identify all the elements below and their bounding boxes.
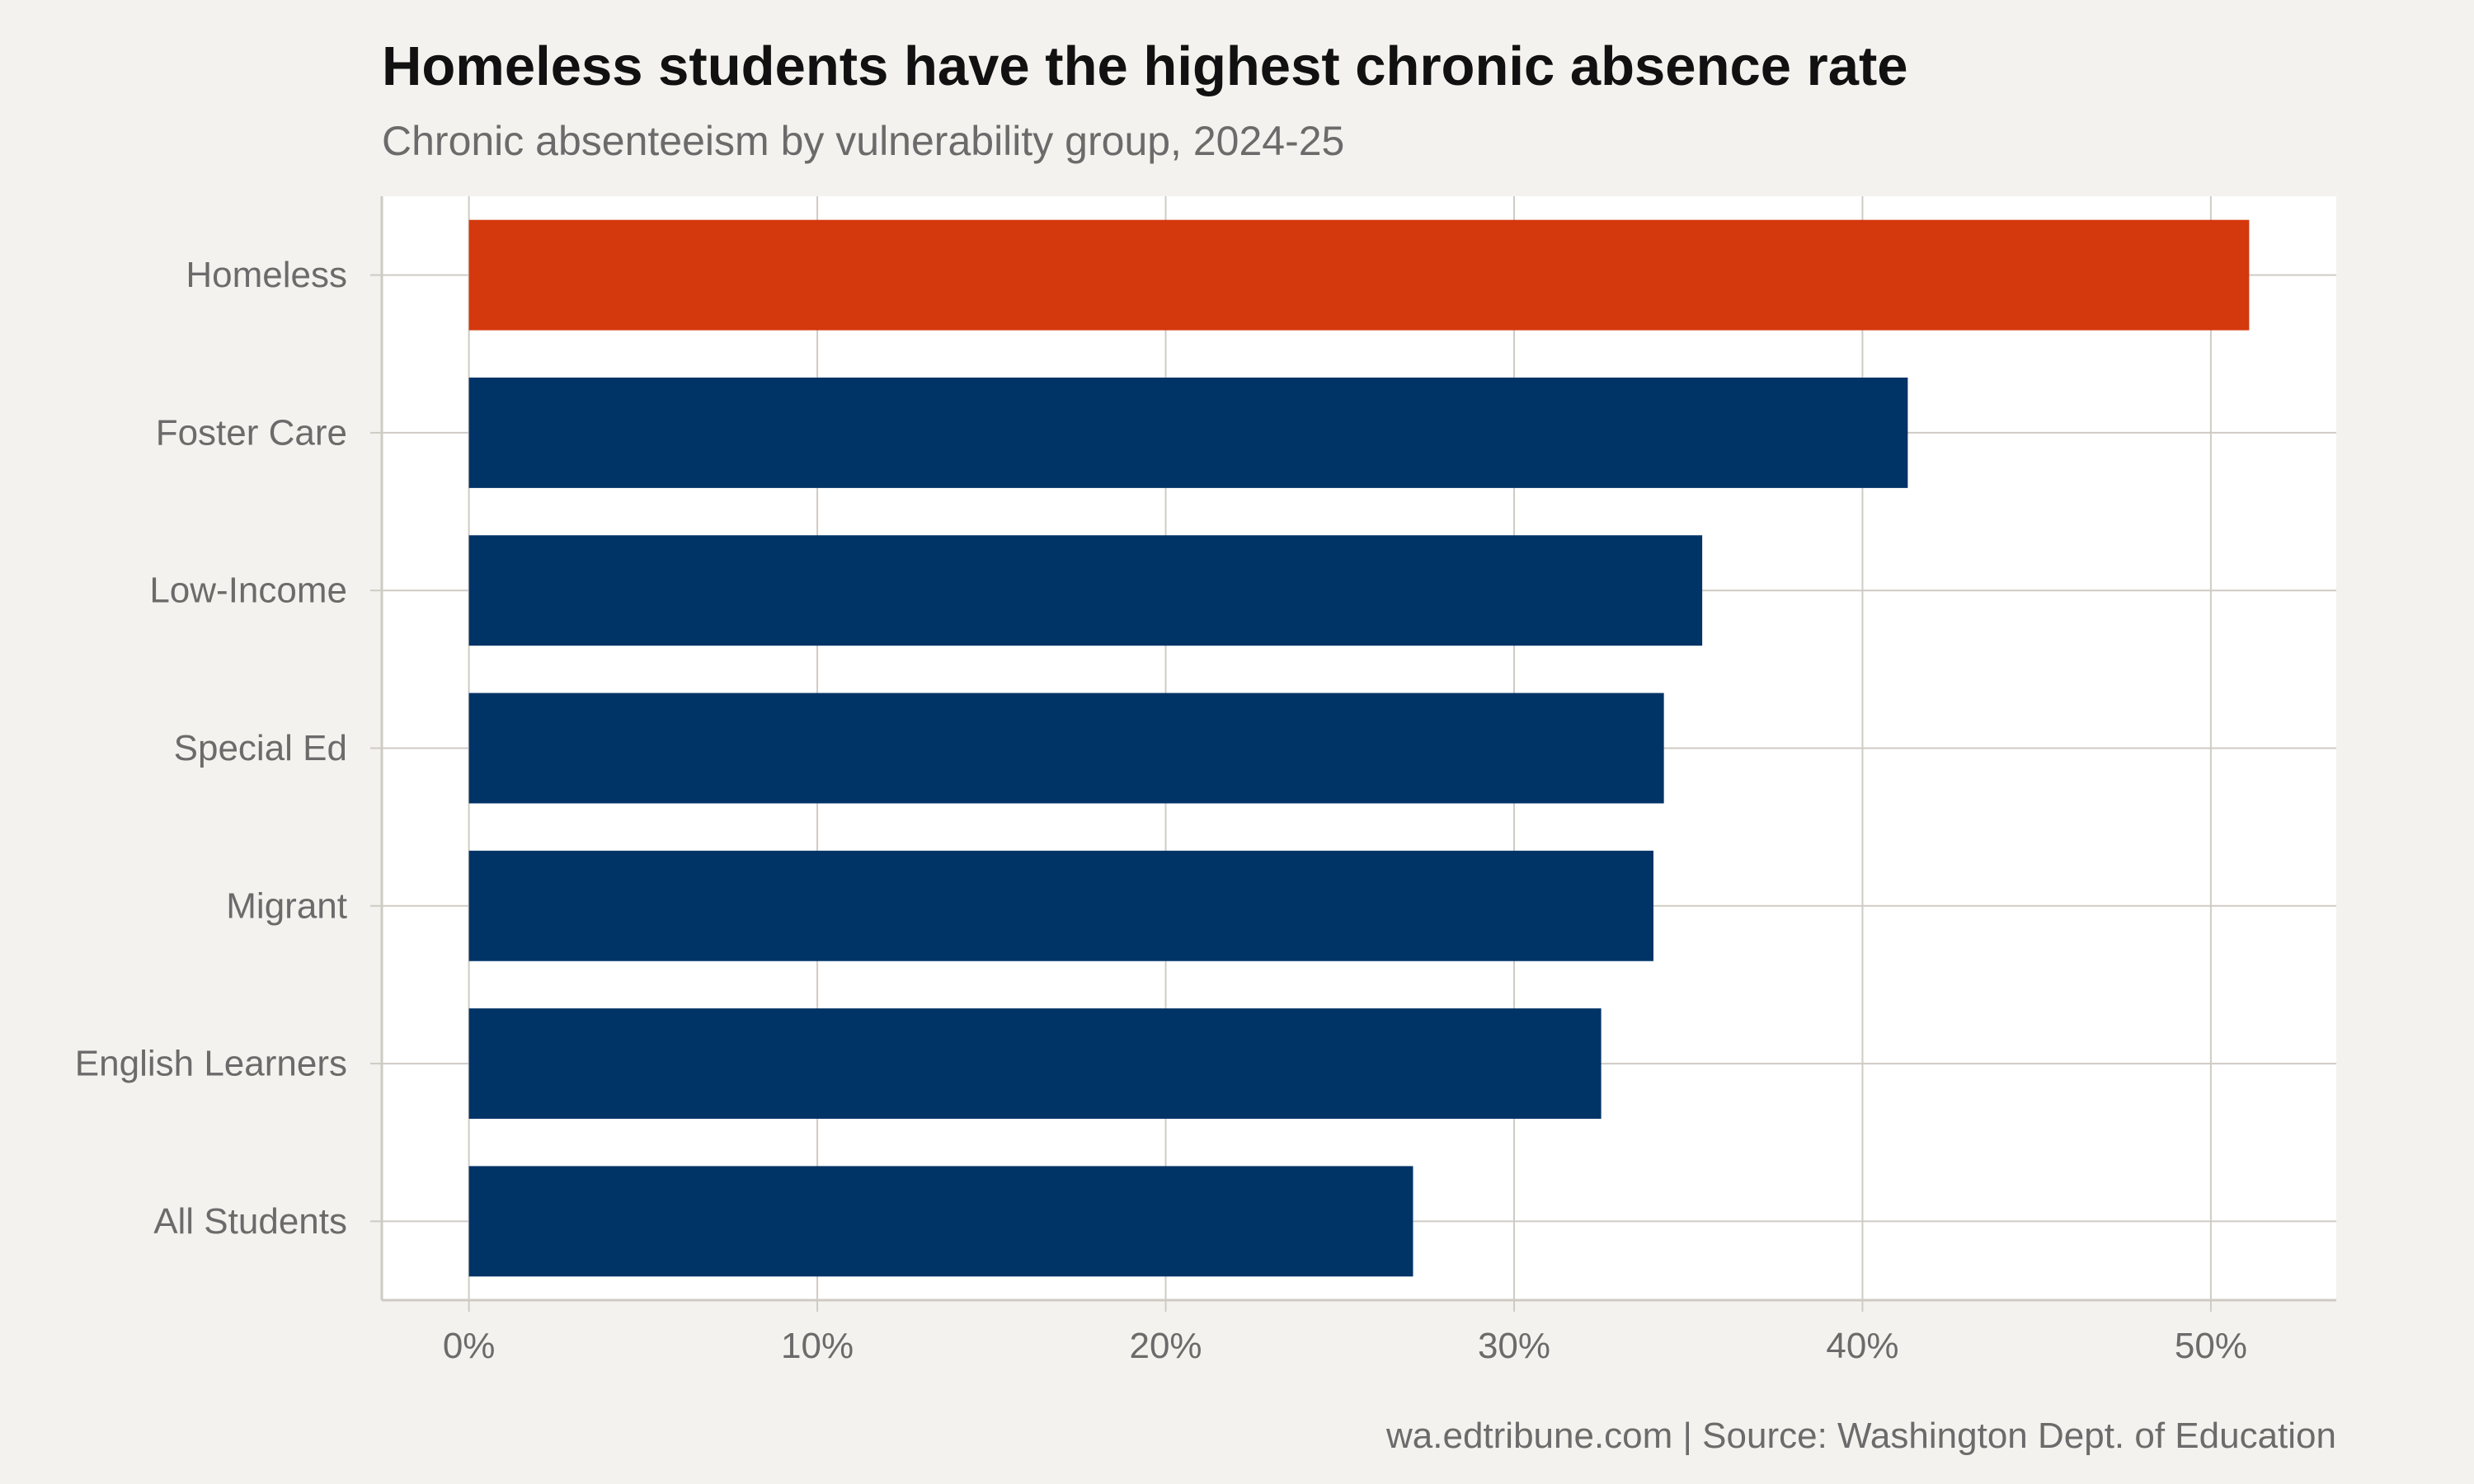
bar-english-learners xyxy=(468,1008,1602,1120)
bar-migrant xyxy=(468,850,1653,961)
bar-foster-care xyxy=(468,377,1908,488)
x-tick-label: 20% xyxy=(1129,1326,1202,1366)
y-tick-label: Homeless xyxy=(186,255,347,295)
y-tick-label: All Students xyxy=(153,1201,347,1242)
y-tick-label: English Learners xyxy=(75,1044,347,1084)
y-tick-label: Special Ed xyxy=(174,728,347,768)
bar-low-income xyxy=(468,535,1703,646)
y-tick-label: Migrant xyxy=(226,885,347,926)
x-tick-label: 40% xyxy=(1826,1326,1898,1366)
x-tick-label: 10% xyxy=(781,1326,854,1366)
y-tick-label: Foster Care xyxy=(156,412,347,453)
x-tick-label: 50% xyxy=(2175,1326,2247,1366)
bar-all-students xyxy=(468,1166,1413,1277)
bar-special-ed xyxy=(468,693,1664,804)
x-tick-label: 30% xyxy=(1478,1326,1550,1366)
y-tick-label: Low-Income xyxy=(149,571,347,611)
chart-title: Homeless students have the highest chron… xyxy=(382,35,1908,97)
bar-homeless xyxy=(468,219,2250,331)
x-tick-label: 0% xyxy=(443,1326,496,1366)
chart-caption: wa.edtribune.com | Source: Washington De… xyxy=(1386,1416,2336,1456)
chart-subtitle: Chronic absenteeism by vulnerability gro… xyxy=(382,118,1345,164)
